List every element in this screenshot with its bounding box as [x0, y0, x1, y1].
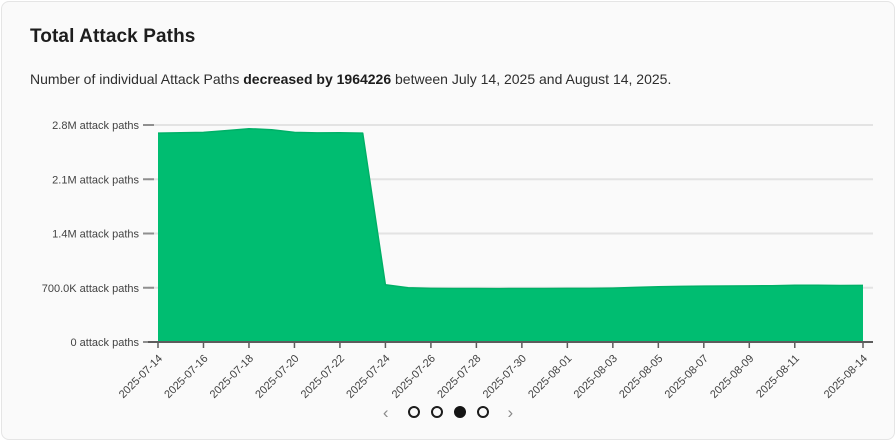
- summary-delta: decreased by 1964226: [243, 71, 392, 87]
- x-tick-label: 2025-08-01: [526, 353, 574, 399]
- x-tick-label: 2025-07-20: [253, 353, 301, 399]
- page-title: Total Attack Paths: [30, 26, 196, 47]
- chart-pagination: ‹ ›: [2, 398, 894, 426]
- x-tick-label: 2025-08-03: [572, 353, 620, 399]
- pagination-dot-3-active[interactable]: [453, 406, 466, 418]
- summary-suffix: between July 14, 2025 and August 14, 202…: [391, 71, 672, 87]
- attack-paths-line: [157, 127, 864, 290]
- x-tick-label: 2025-08-07: [663, 353, 711, 399]
- x-tick-label: 2025-07-24: [344, 353, 392, 399]
- y-tick-label: 2.1M attack paths: [52, 174, 139, 186]
- chart-canvas: 0 attack paths 700.0K attack paths 1.4M at…: [42, 120, 873, 399]
- x-tick-label: 2025-07-28: [435, 353, 483, 399]
- chart-summary-text: Number of individual Attack Paths decrea…: [30, 71, 671, 87]
- x-tick-label: 2025-08-09: [708, 353, 756, 399]
- pagination-dot-4[interactable]: [476, 406, 489, 418]
- x-tick-label: 2025-07-26: [390, 353, 438, 399]
- summary-prefix: Number of individual Attack Paths: [30, 71, 244, 87]
- x-tick-label: 2025-08-05: [617, 353, 665, 399]
- pagination-dots: [407, 406, 489, 418]
- x-tick-label: 2025-07-18: [208, 353, 256, 399]
- attack-paths-area-chart: 0 attack paths 700.0K attack paths 1.4M at…: [2, 97, 896, 399]
- x-tick-label: 2025-07-30: [481, 353, 529, 399]
- y-tick-label: 2.8M attack paths: [52, 120, 139, 132]
- chevron-right-icon[interactable]: ›: [502, 402, 520, 423]
- x-tick-label: 2025-08-11: [754, 353, 802, 399]
- y-tick-label: 700.0K attack paths: [42, 283, 140, 295]
- chevron-left-icon[interactable]: ‹: [377, 402, 395, 423]
- x-tick-label: 2025-07-22: [299, 353, 347, 399]
- x-tick-label: 2025-08-14: [822, 353, 870, 399]
- y-tick-label: 1.4M attack paths: [52, 229, 139, 241]
- x-tick-label: 2025-07-16: [162, 353, 210, 399]
- x-tick-label: 2025-07-14: [117, 353, 165, 399]
- pagination-dot-2[interactable]: [430, 406, 443, 418]
- attack-paths-area-series: [158, 128, 863, 342]
- y-tick-label: 0 attack paths: [71, 337, 140, 349]
- pagination-dot-1[interactable]: [407, 406, 420, 418]
